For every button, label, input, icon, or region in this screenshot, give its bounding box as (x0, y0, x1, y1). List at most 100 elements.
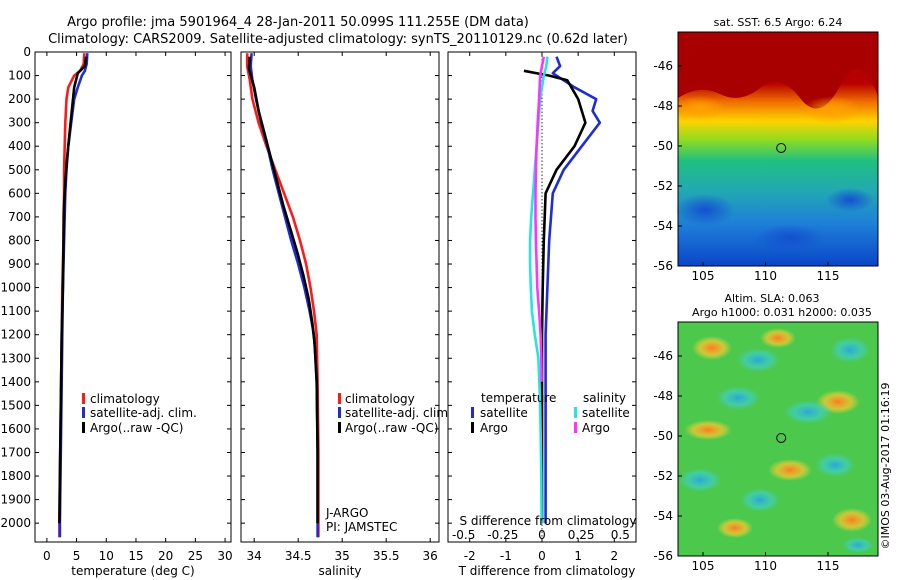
sla-low-patch (815, 453, 855, 477)
sst-cold-patch (675, 194, 735, 226)
salinity-legend: climatology satellite-adj. clim. Argo(..… (338, 392, 452, 435)
top-axis-tick-label: -0.5 (452, 528, 475, 542)
legend-label-argo: Argo(..raw -QC) (90, 421, 183, 435)
float-program-annotation: J-ARGO (325, 506, 368, 520)
latitude-label: -54 (653, 509, 673, 523)
temperature-legend: climatology satellite-adj. clim. Argo(..… (82, 392, 197, 435)
sla-map-axes: 105 110 115 -46 -48 -50 -52 -54 -56 (653, 349, 839, 573)
difference-panel: -2 -1 0 1 2 T difference from climatology S … (447, 51, 637, 578)
latitude-label: -54 (653, 219, 673, 233)
legend-swatch-s-argo (574, 422, 577, 433)
latitude-label: -56 (653, 259, 673, 273)
latitude-label: -50 (653, 139, 673, 153)
legend-swatch-satellite (338, 407, 341, 418)
depth-tick-label: 1400 (0, 375, 31, 389)
depth-tick-label: 100 (8, 69, 31, 83)
sla-low-patch (740, 488, 780, 512)
sst-cold-patch (755, 224, 825, 252)
header-line-2: Climatology: CARS2009. Satellite-adjuste… (48, 32, 628, 47)
depth-tick-label: 1700 (0, 445, 31, 459)
depth-tick-label: 1300 (0, 351, 31, 365)
depth-tick-label: 400 (8, 139, 31, 153)
series-line (528, 56, 549, 524)
sla-map-subtitle: Argo h1000: 0.031 h2000: 0.035 (692, 306, 872, 319)
legend-label-s-argo: Argo (582, 421, 610, 435)
sst-warm-region (678, 32, 878, 109)
x-tick-label: -2 (464, 549, 476, 563)
longitude-label: 115 (817, 559, 840, 573)
longitude-label: 115 (817, 269, 840, 283)
x-tick-label: 2 (610, 549, 618, 563)
x-tick-label: 20 (158, 549, 173, 563)
depth-tick-label: 1100 (0, 304, 31, 318)
top-axis-tick-label: -0.25 (487, 528, 518, 542)
sla-low-patch (736, 348, 780, 372)
depth-tick-label: 200 (8, 92, 31, 106)
legend-label-climatology: climatology (345, 392, 415, 406)
sst-cold-patch (826, 188, 874, 212)
sla-high-patch (684, 420, 732, 440)
salinity-y-ticks (241, 51, 439, 524)
x-tick-label: 34.5 (285, 549, 312, 563)
depth-tick-label: 600 (8, 186, 31, 200)
difference-legend: temperature salinity satellite Argo sate… (471, 391, 630, 435)
salinity-panel: 34 34.5 35 35.5 36 salinity climatology sate… (240, 51, 452, 578)
temperature-lines (58, 53, 89, 538)
sla-map-panel: Altim. SLA: 0.063 Argo h1000: 0.031 h200… (653, 292, 879, 573)
difference-y-ticks (448, 51, 636, 524)
x-tick-label: 30 (217, 549, 232, 563)
legend-swatch-climatology (82, 393, 85, 404)
x-tick-label: 10 (99, 549, 114, 563)
sst-warm-patch (802, 96, 862, 124)
legend-swatch-climatology (338, 393, 341, 404)
top-axis-tick-label: 0.25 (568, 528, 595, 542)
longitude-label: 110 (754, 559, 777, 573)
depth-tick-label: 300 (8, 116, 31, 130)
legend-label-t-satellite: satellite (480, 406, 528, 420)
depth-tick-label: 700 (8, 210, 31, 224)
legend-label-satellite: satellite-adj. clim. (345, 406, 452, 420)
legend-swatch-argo (338, 422, 341, 433)
latitude-label: -56 (653, 549, 673, 563)
sla-low-patch (678, 468, 722, 492)
latitude-label: -48 (653, 99, 673, 113)
difference-x-axis: -2 -1 0 1 2 (464, 52, 618, 563)
depth-tick-label: 2000 (0, 516, 31, 530)
x-tick-label: 35 (335, 549, 350, 563)
longitude-label: 105 (692, 559, 715, 573)
sla-high-patch (692, 336, 732, 360)
legend-label-climatology: climatology (90, 392, 160, 406)
legend-header-temperature: temperature (481, 391, 556, 405)
depth-tick-label: 1000 (0, 281, 31, 295)
sst-map-panel: sat. SST: 6.5 Argo: 6.24 105 110 115 -46 -48… (653, 16, 879, 283)
sla-high-patch (717, 518, 753, 538)
temperature-panel: 0100200300400500600700800900100011001200… (0, 45, 232, 578)
difference-x-label: T difference from climatology (458, 564, 636, 578)
latitude-label: -48 (653, 389, 673, 403)
sla-field (678, 322, 878, 556)
sla-high-patch (760, 328, 796, 348)
sla-map-frame (677, 321, 879, 557)
latitude-label: -50 (653, 429, 673, 443)
x-tick-label: 0 (538, 549, 546, 563)
depth-tick-label: 0 (23, 45, 31, 59)
depth-tick-label: 1900 (0, 493, 31, 507)
legend-swatch-argo (82, 422, 85, 433)
x-tick-label: 15 (128, 549, 143, 563)
sla-low-patch (784, 400, 832, 424)
sla-high-patch (768, 459, 812, 481)
top-axis-tick-label: 0 (538, 528, 546, 542)
sst-map-title: sat. SST: 6.5 Argo: 6.24 (714, 16, 843, 29)
x-tick-label: 1 (574, 549, 582, 563)
legend-header-salinity: salinity (583, 391, 626, 405)
sst-warm-patch (674, 96, 726, 120)
temperature-x-axis: 0 5 10 15 20 25 30 (43, 52, 233, 563)
x-tick-label: -1 (500, 549, 512, 563)
series-line (247, 56, 319, 524)
sst-map-frame (677, 31, 879, 267)
series-line (58, 56, 88, 524)
x-tick-label: 36 (423, 549, 438, 563)
depth-tick-label: 900 (8, 257, 31, 271)
longitude-label: 110 (754, 269, 777, 283)
